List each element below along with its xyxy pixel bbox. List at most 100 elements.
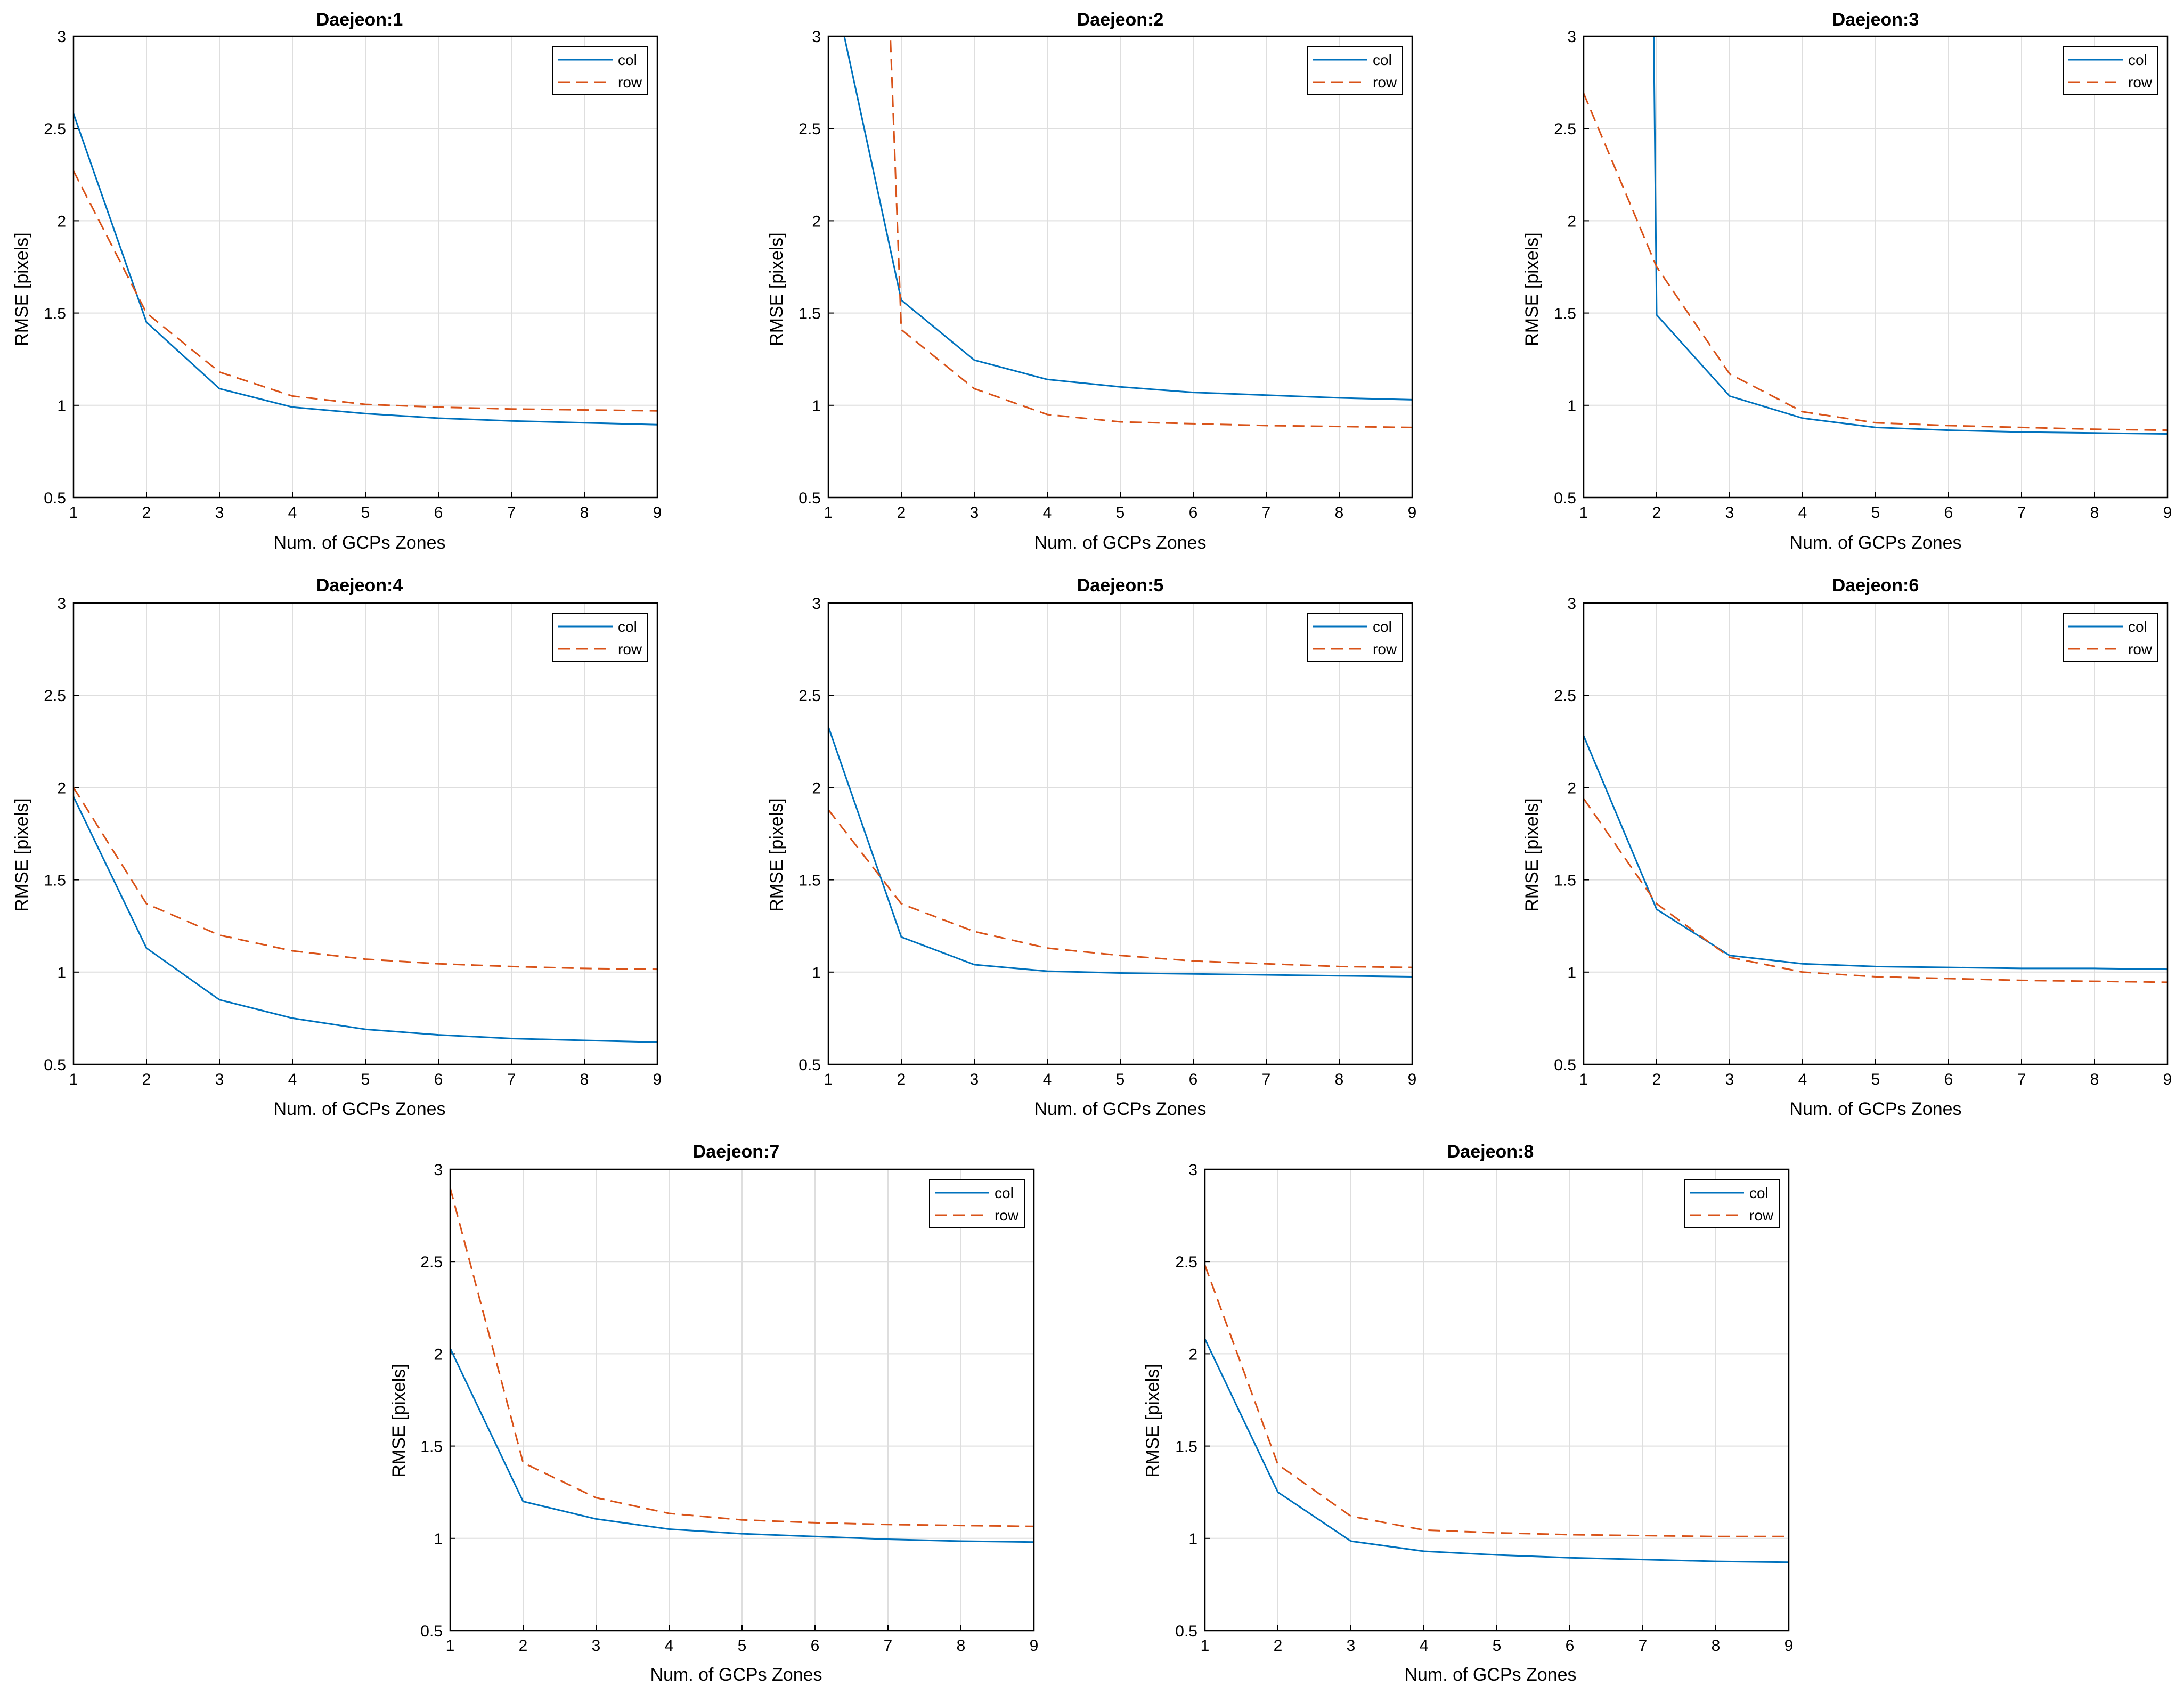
y-tick-label: 2.5 [1554, 687, 1576, 705]
x-tick-label: 6 [1944, 504, 1953, 522]
x-tick-label: 8 [1335, 1071, 1344, 1088]
x-tick-label: 3 [1725, 504, 1734, 522]
x-tick-label: 5 [1871, 504, 1880, 522]
x-tick-label: 7 [507, 504, 516, 522]
x-axis-label: Num. of GCPs Zones [1404, 1665, 1576, 1685]
x-tick-label: 1 [824, 504, 833, 522]
y-axis-label: RMSE [pixels] [767, 232, 787, 346]
legend-label-col: col [2128, 618, 2147, 635]
y-tick-label: 3 [1567, 28, 1576, 46]
series-line-col [1653, 36, 2167, 435]
x-tick-label: 8 [1712, 1637, 1721, 1655]
y-tick-label: 2.5 [798, 687, 821, 705]
y-tick-label: 2 [1567, 779, 1576, 797]
x-tick-label: 6 [1944, 1071, 1953, 1088]
x-axis-label: Num. of GCPs Zones [1789, 1099, 1961, 1119]
axes-box [449, 1168, 1035, 1632]
legend-label-row: row [995, 1207, 1019, 1224]
y-tick-label: 0.5 [1554, 1056, 1576, 1074]
legend-label-row: row [618, 74, 642, 91]
x-tick-label: 3 [1725, 1071, 1734, 1088]
y-tick-label: 0.5 [44, 490, 66, 507]
x-tick-label: 2 [142, 1071, 151, 1088]
y-tick-label: 1.5 [1554, 872, 1576, 890]
y-axis-label: RMSE [pixels] [1522, 232, 1542, 346]
subplot-title: Daejeon:3 [1832, 10, 1919, 30]
x-tick-label: 5 [1493, 1637, 1502, 1655]
x-tick-label: 8 [957, 1637, 966, 1655]
subplot-title: Daejeon:1 [316, 10, 403, 30]
legend-box [2063, 46, 2158, 95]
y-tick-label: 1 [812, 964, 821, 982]
y-tick-label: 2 [434, 1346, 443, 1363]
y-tick-label: 3 [812, 28, 821, 46]
x-tick-label: 5 [1871, 1071, 1880, 1088]
y-tick-label: 2.5 [44, 120, 66, 138]
axes-box [827, 35, 1413, 499]
x-tick-label: 9 [653, 504, 662, 522]
legend-box [1684, 1179, 1780, 1228]
legend-box [552, 613, 648, 662]
x-tick-label: 7 [507, 1071, 516, 1088]
legend-box [1307, 613, 1403, 662]
legend-label-row: row [1373, 641, 1397, 657]
x-tick-label: 8 [2090, 1071, 2099, 1088]
x-tick-label: 7 [2017, 1071, 2026, 1088]
series-line-row [1205, 1265, 1789, 1537]
y-tick-label: 2 [812, 779, 821, 797]
legend-label-row: row [618, 641, 642, 657]
axes-box [827, 602, 1413, 1065]
legend-label-col: col [1749, 1185, 1769, 1201]
y-tick-label: 1.5 [798, 872, 821, 890]
legend: col row [1307, 613, 1403, 662]
x-axis-label: Num. of GCPs Zones [650, 1665, 822, 1685]
legend: col row [1307, 46, 1403, 95]
x-tick-label: 1 [446, 1637, 455, 1655]
x-tick-label: 5 [1116, 1071, 1125, 1088]
x-tick-label: 9 [1784, 1637, 1794, 1655]
y-tick-label: 2.5 [420, 1253, 443, 1271]
axes-box [72, 35, 658, 499]
y-tick-label: 0.5 [798, 1056, 821, 1074]
x-tick-label: 4 [1043, 504, 1052, 522]
y-tick-label: 0.5 [1175, 1623, 1197, 1640]
y-tick-label: 3 [1188, 1161, 1197, 1179]
x-axis-label: Num. of GCPs Zones [1034, 533, 1206, 553]
series-line-row [450, 1187, 1034, 1527]
series-group [843, 36, 1412, 428]
series-line-col [1584, 735, 2167, 971]
x-tick-label: 4 [1798, 504, 1807, 522]
legend: col row [552, 613, 648, 662]
x-tick-label: 8 [1335, 504, 1344, 522]
y-tick-label: 1.5 [1554, 305, 1576, 323]
x-tick-label: 1 [824, 1071, 833, 1088]
x-tick-label: 4 [1043, 1071, 1052, 1088]
y-tick-label: 3 [812, 595, 821, 613]
x-tick-label: 2 [1652, 1071, 1661, 1088]
x-tick-label: 2 [897, 504, 906, 522]
y-axis-label: RMSE [pixels] [1522, 798, 1542, 912]
x-axis-label: Num. of GCPs Zones [1034, 1099, 1206, 1119]
legend: col row [2063, 613, 2158, 662]
x-tick-label: 3 [215, 504, 224, 522]
legend: col row [552, 46, 648, 95]
x-tick-label: 3 [1347, 1637, 1356, 1655]
x-tick-label: 9 [1408, 504, 1417, 522]
y-tick-label: 1 [1567, 397, 1576, 415]
series-line-col [1205, 1339, 1789, 1563]
y-tick-label: 1 [57, 964, 66, 982]
x-axis-label: Num. of GCPs Zones [273, 533, 445, 553]
legend: col row [1684, 1179, 1780, 1228]
x-tick-label: 6 [1566, 1637, 1575, 1655]
x-tick-label: 2 [142, 504, 151, 522]
subplot-title: Daejeon:8 [1447, 1142, 1534, 1162]
series-group [1584, 735, 2167, 983]
subplot-8: Daejeon:8 Num. of GCPs Zones RMSE [pixel… [1143, 1142, 1793, 1685]
x-tick-label: 4 [1798, 1071, 1807, 1088]
y-tick-label: 1 [1567, 964, 1576, 982]
x-tick-label: 8 [580, 504, 589, 522]
x-tick-label: 1 [69, 504, 78, 522]
